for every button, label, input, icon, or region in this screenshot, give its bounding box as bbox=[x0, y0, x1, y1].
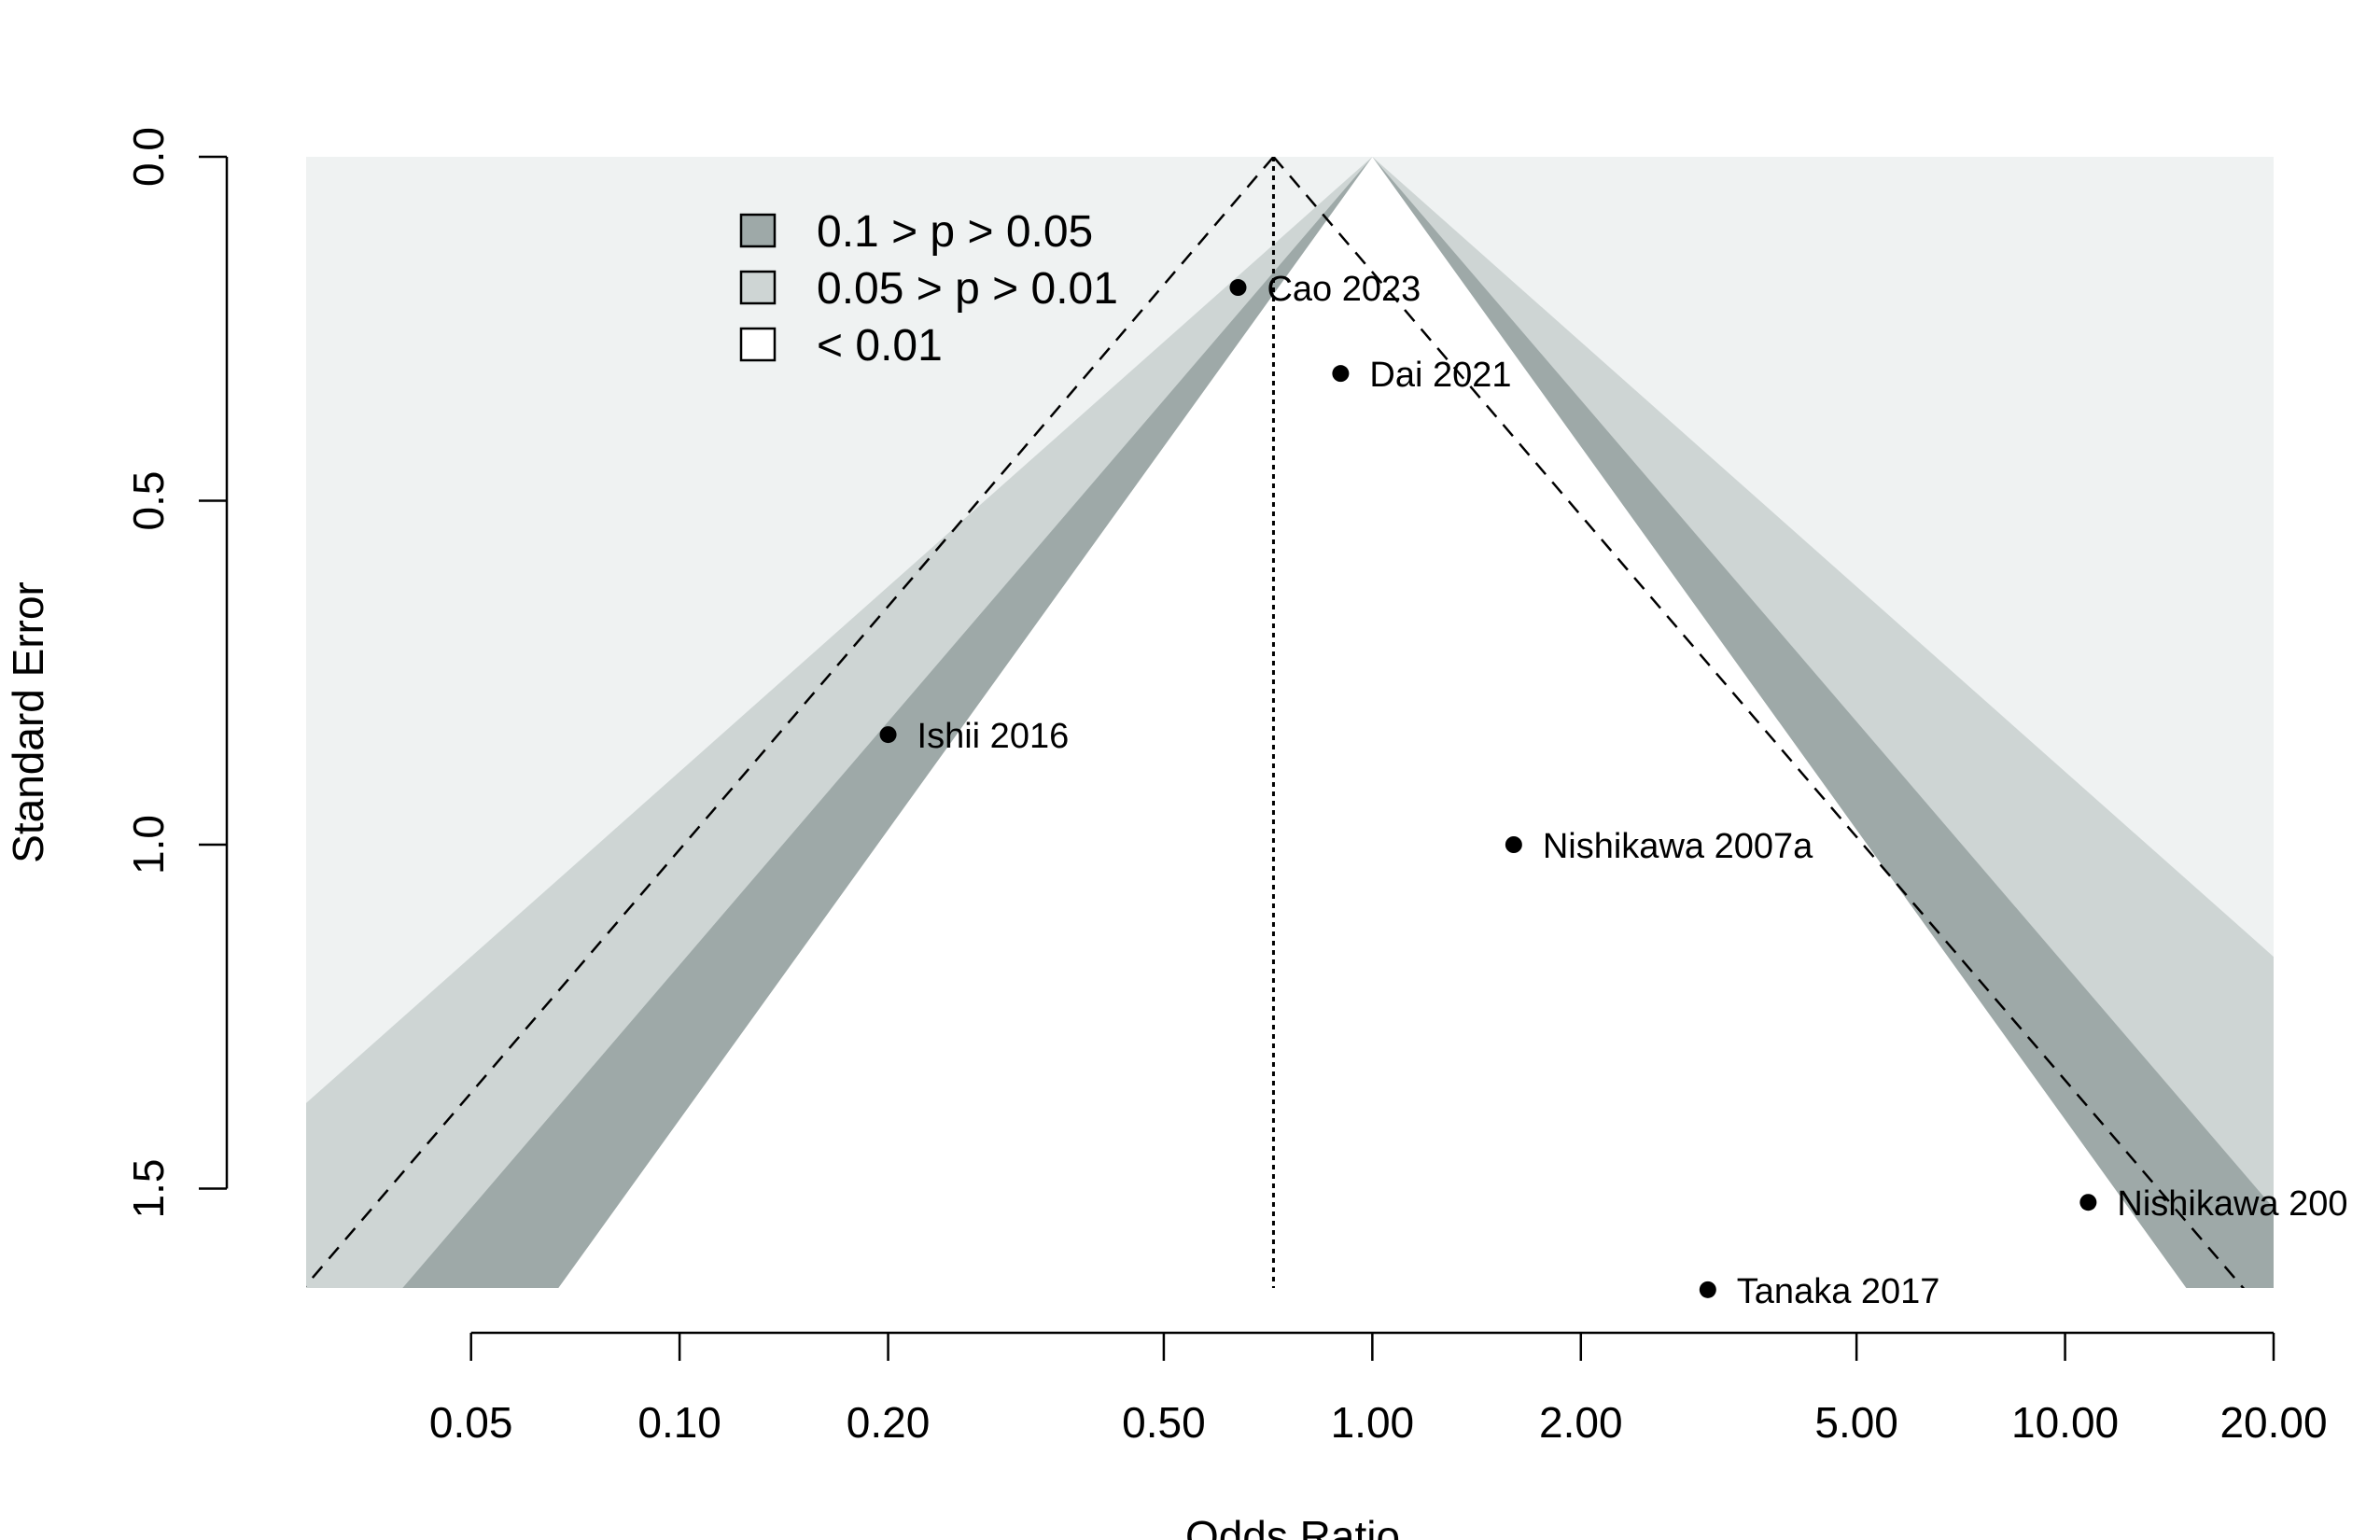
y-axis-title: Standard Error bbox=[4, 581, 52, 863]
x-tick-label: 0.20 bbox=[847, 1398, 931, 1447]
study-label: Nishikawa 2007a bbox=[1543, 827, 1813, 866]
study-points: Cao 2023 Dai 2021 Ishii 2016 Nishikawa 2007… bbox=[879, 270, 2348, 1311]
study-point bbox=[2079, 1194, 2097, 1211]
reference-lines bbox=[306, 157, 2246, 1288]
legend-swatch bbox=[739, 270, 777, 305]
x-tick-label: 1.00 bbox=[1331, 1398, 1415, 1447]
legend-label: 0.1 > p > 0.05 bbox=[817, 207, 1093, 257]
legend-label: < 0.01 bbox=[817, 321, 943, 371]
study-point bbox=[879, 726, 897, 744]
y-tick-label: 0.5 bbox=[124, 471, 173, 531]
y-axis: 0.0 0.5 1.0 1.5 bbox=[124, 127, 229, 1219]
x-tick-label: 0.50 bbox=[1122, 1398, 1206, 1447]
x-tick-label: 2.00 bbox=[1539, 1398, 1623, 1447]
legend-swatch bbox=[739, 213, 777, 248]
x-tick-label: 10.00 bbox=[2011, 1398, 2119, 1447]
study-point bbox=[1229, 279, 1247, 297]
ci-line-left bbox=[306, 157, 1275, 1287]
study-label: Cao 2023 bbox=[1267, 270, 1421, 309]
x-tick-label: 5.00 bbox=[1814, 1398, 1898, 1447]
study-label: Nishikawa 200 bbox=[2117, 1184, 2347, 1224]
study-point bbox=[1505, 836, 1522, 853]
x-axis: 0.05 0.10 0.20 0.50 1.00 2.00 5.00 10.00 20.00 bbox=[429, 1331, 2328, 1447]
ci-line-right bbox=[1272, 157, 2246, 1288]
y-tick-label: 0.0 bbox=[124, 127, 173, 187]
x-tick-label: 0.05 bbox=[429, 1398, 513, 1447]
y-tick-label: 1.5 bbox=[124, 1159, 173, 1219]
study-label: Dai 2021 bbox=[1369, 356, 1511, 395]
x-tick-label: 20.00 bbox=[2219, 1398, 2327, 1447]
y-tick-label: 1.0 bbox=[124, 815, 173, 875]
x-axis-title: Odds Ratio bbox=[1185, 1512, 1400, 1540]
study-label: Ishii 2016 bbox=[917, 717, 1070, 756]
plot-region bbox=[306, 157, 2274, 1288]
region-p-0.10 bbox=[558, 157, 2187, 1288]
x-tick-label: 0.10 bbox=[637, 1398, 721, 1447]
legend-swatch bbox=[739, 327, 777, 362]
study-point bbox=[1332, 365, 1350, 383]
study-point bbox=[1699, 1281, 1716, 1298]
legend-label: 0.05 > p > 0.01 bbox=[817, 264, 1118, 314]
study-label: Tanaka 2017 bbox=[1737, 1272, 1940, 1311]
legend: 0.1 > p > 0.05 0.05 > p > 0.01 < 0.01 bbox=[739, 207, 1118, 371]
